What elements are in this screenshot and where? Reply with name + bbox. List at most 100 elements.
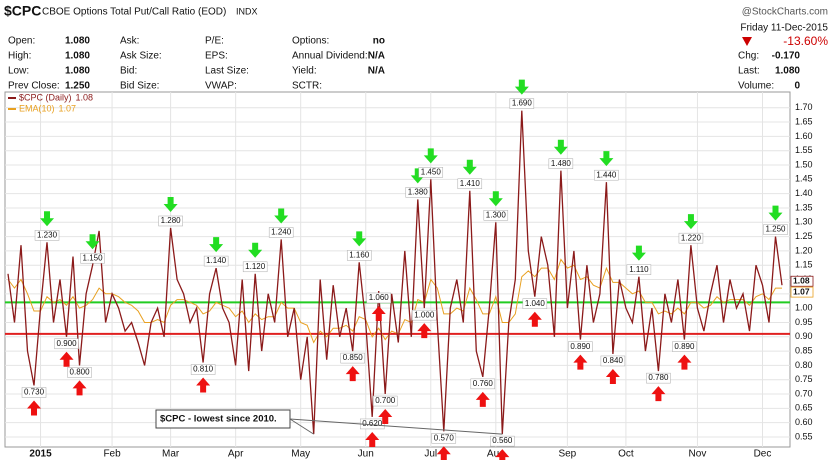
data-label: 1.040 <box>525 299 546 308</box>
field-label: Ask: <box>120 36 139 47</box>
y-tick-label: 0.80 <box>795 360 813 370</box>
y-tick-label: 1.30 <box>795 217 813 227</box>
data-label: 0.570 <box>434 433 455 442</box>
legend-value: 1.08 <box>76 92 94 102</box>
field-label: P/E: <box>205 36 224 47</box>
arrow-down <box>410 168 425 184</box>
x-tick-label: Jul <box>424 449 437 460</box>
field-label: Bid Size: <box>120 81 159 92</box>
arrow-up <box>436 446 451 460</box>
y-tick-label: 1.20 <box>795 245 813 255</box>
name: CBOE Options Total Put/Call Ratio (EOD) <box>42 7 226 18</box>
x-tick-label: Mar <box>162 449 180 460</box>
field-value: -0.170 <box>772 51 801 62</box>
arrow-down <box>423 148 438 164</box>
x-tick-label: Apr <box>228 449 244 460</box>
arrow-up <box>573 354 588 370</box>
date: Friday 11-Dec-2015 <box>740 23 828 34</box>
y-tick-label: 0.55 <box>795 431 813 441</box>
data-label: 1.060 <box>369 293 390 302</box>
field-label: Volume: <box>738 81 774 92</box>
data-label: 1.000 <box>414 310 435 319</box>
y-tick-label: 0.95 <box>795 317 813 327</box>
data-label: 1.440 <box>596 170 617 179</box>
label-box <box>470 378 496 390</box>
arrow-down <box>352 231 367 247</box>
field-label: Options: <box>292 36 329 47</box>
field-value: 1.080 <box>65 66 90 77</box>
arrow-down <box>462 159 477 175</box>
arrow-up <box>605 368 620 384</box>
field-label: Bid: <box>120 66 137 77</box>
label-box <box>763 224 788 235</box>
label-box <box>646 372 671 384</box>
arrow-down <box>768 205 783 221</box>
arrow-up <box>475 391 490 407</box>
field-label: VWAP: <box>205 81 237 92</box>
data-label: 1.110 <box>629 265 649 274</box>
arrow-up <box>378 409 393 425</box>
data-label: 0.890 <box>674 342 695 351</box>
label-box <box>678 232 704 244</box>
data-label: 1.150 <box>83 253 104 262</box>
arrow-up <box>371 305 386 321</box>
y-tick-label: 1.00 <box>795 303 813 313</box>
label-box <box>522 298 548 309</box>
x-tick-label: May <box>291 449 310 460</box>
price-tag <box>790 286 814 298</box>
arrow-up <box>59 351 74 367</box>
y-tick-label: 1.40 <box>795 188 813 198</box>
x-tick-label: Aug <box>487 449 505 460</box>
data-label: 1.690 <box>512 99 533 108</box>
x-tick-label: Dec <box>754 449 772 460</box>
arrow-down <box>488 191 503 207</box>
series-line <box>7 258 782 344</box>
arrow-up <box>417 323 432 339</box>
data-label: 0.800 <box>70 368 91 377</box>
data-label: 0.840 <box>603 356 624 365</box>
field-label: Prev Close: <box>8 81 60 92</box>
data-label: 1.240 <box>271 228 292 237</box>
field-value: 1.080 <box>65 51 90 62</box>
data-label: 0.760 <box>473 379 494 388</box>
data-label: 1.480 <box>551 159 572 168</box>
legend-value: 1.07 <box>59 103 77 113</box>
data-label: 0.620 <box>362 419 383 428</box>
y-tick-label: 1.15 <box>795 260 813 270</box>
legend-label: $CPC (Daily) <box>19 92 72 102</box>
arrow-up <box>495 449 510 460</box>
x-tick-label: Jun <box>358 449 374 460</box>
y-tick-label: 1.45 <box>795 174 813 184</box>
symbol: $CPC <box>4 3 41 19</box>
label-box <box>80 252 105 264</box>
y-tick-label: 1.35 <box>795 202 813 212</box>
label-box <box>672 341 697 352</box>
field-value: 1.250 <box>65 81 90 92</box>
data-label: 1.140 <box>206 256 227 265</box>
label-box <box>67 367 92 378</box>
data-label: 0.780 <box>648 373 669 382</box>
field-value: N/A <box>368 66 385 77</box>
label-box <box>483 210 509 221</box>
y-tick-label: 0.70 <box>795 388 813 398</box>
label-box <box>509 98 535 109</box>
label-box <box>405 187 431 198</box>
field-value: 0 <box>794 81 800 92</box>
legend-label: EMA(10) <box>19 103 55 113</box>
data-label: 1.220 <box>681 233 702 242</box>
data-label: 0.560 <box>492 436 513 445</box>
field-label: Open: <box>8 36 35 47</box>
y-tick-label: 0.60 <box>795 417 813 427</box>
y-tick-label: 0.85 <box>795 345 813 355</box>
field-label: Ask Size: <box>120 51 162 62</box>
y-tick-label: 0.75 <box>795 374 813 384</box>
arrow-down <box>553 139 568 155</box>
y-tick-label: 1.65 <box>795 116 813 126</box>
data-label: 1.230 <box>37 230 58 239</box>
y-tick-label: 1.50 <box>795 159 813 169</box>
label-box <box>346 250 372 261</box>
label-box <box>268 227 294 238</box>
y-tick-label: 1.60 <box>795 131 813 141</box>
data-label: 0.700 <box>375 396 396 405</box>
